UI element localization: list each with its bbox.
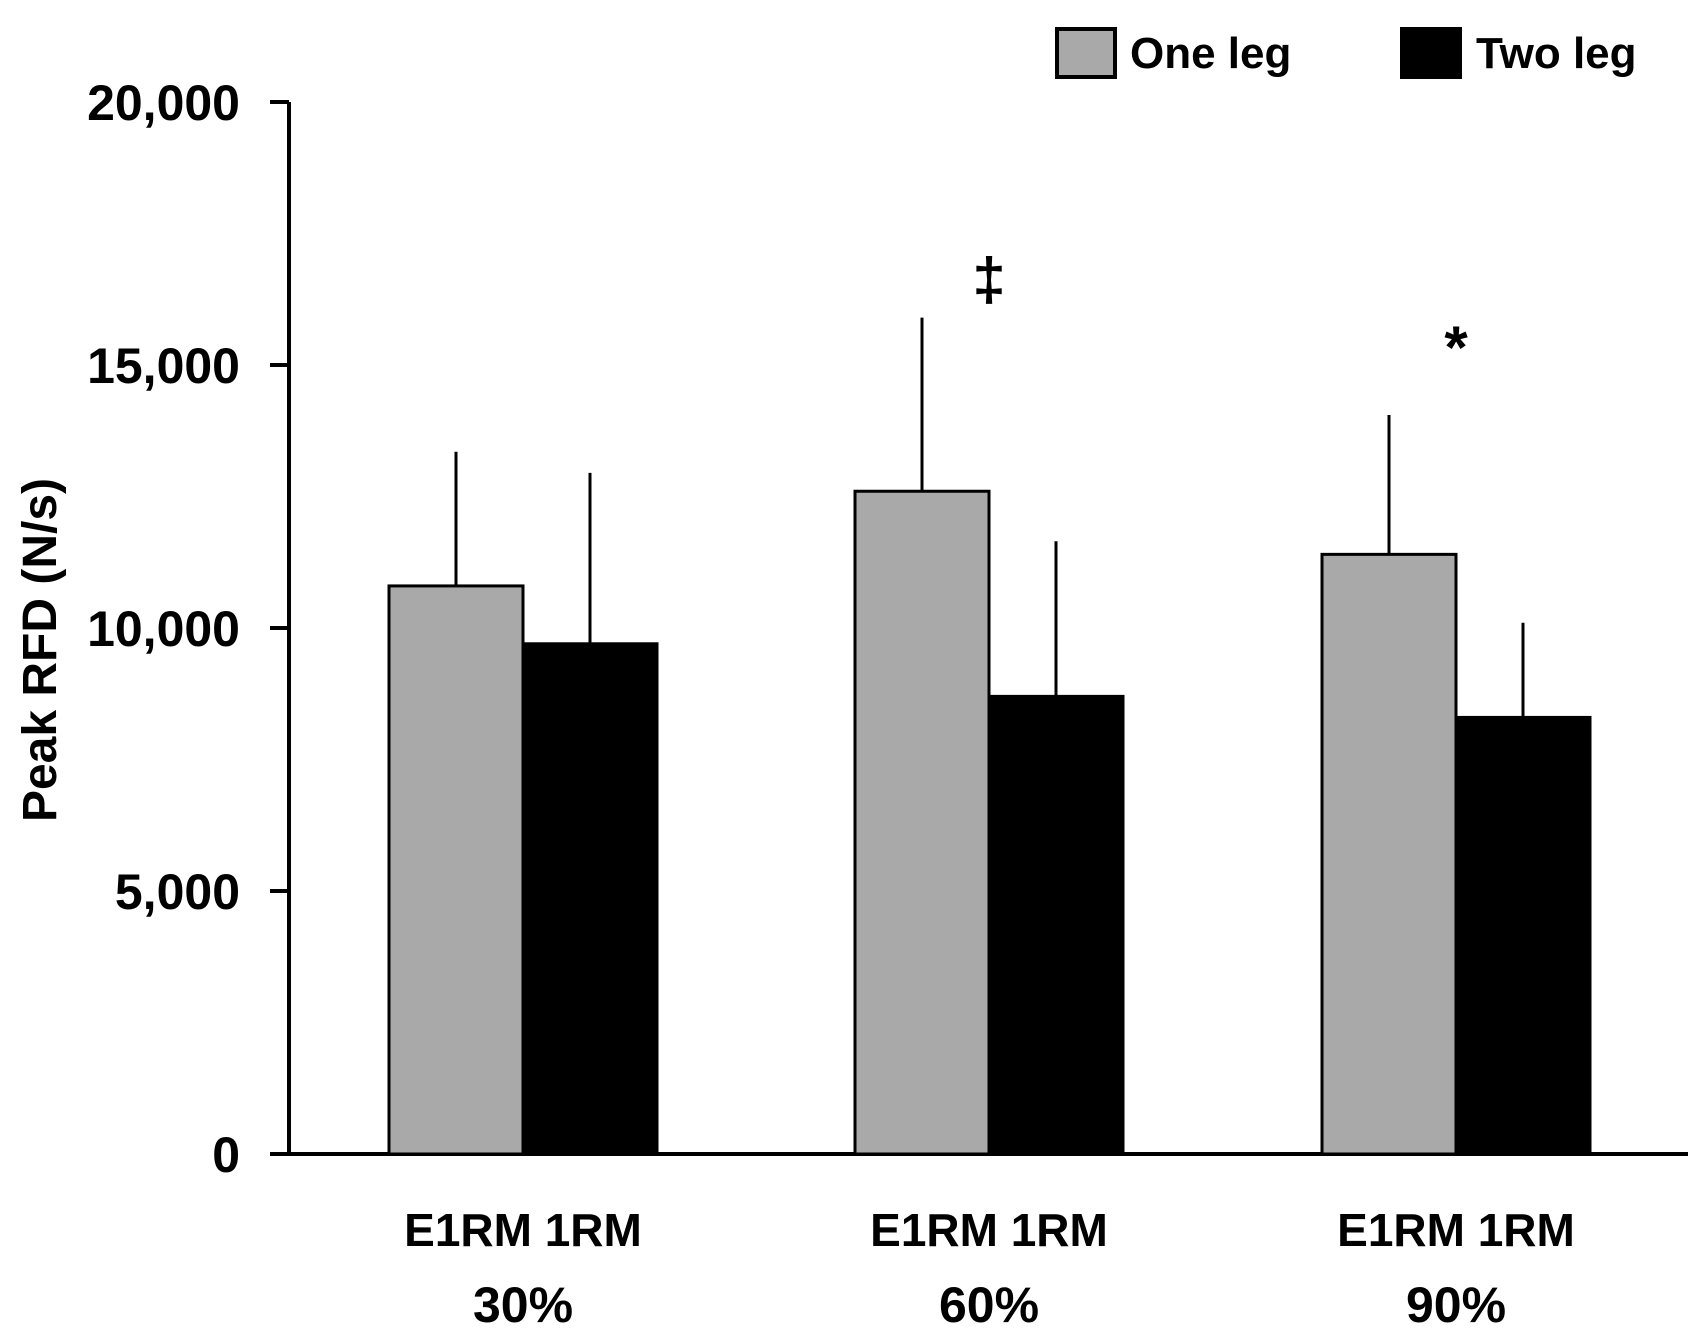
y-tick: 0	[212, 1127, 289, 1183]
bars	[387, 489, 1592, 1156]
significance-marker: *	[1444, 314, 1468, 381]
y-tick-label: 0	[212, 1127, 240, 1183]
bar-two-leg-30pct	[521, 642, 659, 1156]
y-tick-label: 10,000	[87, 601, 240, 657]
significance-marker: ‡	[972, 246, 1005, 313]
x-category-labels: E1RM 1RM 30% E1RM 1RM 60% E1RM 1RM 90%	[404, 1204, 1575, 1333]
x-category-label: 60%	[939, 1277, 1039, 1333]
legend-label-one-leg: One leg	[1130, 29, 1291, 78]
x-subcategory-label: E1RM 1RM	[870, 1204, 1108, 1256]
bar-two-leg-90pct	[1454, 715, 1592, 1156]
y-tick: 15,000	[87, 338, 289, 394]
y-axis-title: Peak RFD (N/s)	[14, 478, 67, 822]
bar-one-leg-60pct	[853, 489, 991, 1156]
y-ticks: 0 5,000 10,000 15,000 20,000	[87, 75, 289, 1183]
x-subcategory-label: E1RM 1RM	[1337, 1204, 1575, 1256]
y-tick-label: 5,000	[115, 864, 240, 920]
y-tick: 10,000	[87, 601, 289, 657]
legend-label-two-leg: Two leg	[1476, 29, 1637, 78]
y-tick-label: 20,000	[87, 75, 240, 131]
y-tick: 20,000	[87, 75, 289, 131]
legend-swatch-two-leg	[1400, 27, 1462, 79]
bar-one-leg-90pct	[1320, 552, 1458, 1156]
y-tick: 5,000	[115, 864, 289, 920]
x-category-label: 90%	[1406, 1277, 1506, 1333]
error-bars	[454, 317, 1525, 718]
x-category-label: 30%	[473, 1277, 573, 1333]
bar-one-leg-30pct	[387, 584, 525, 1156]
x-subcategory-label: E1RM 1RM	[404, 1204, 642, 1256]
legend-swatch-one-leg	[1055, 27, 1117, 79]
legend: One leg Two leg	[1055, 27, 1637, 79]
bar-two-leg-60pct	[987, 694, 1125, 1156]
annotations: ‡*	[972, 246, 1468, 381]
y-tick-label: 15,000	[87, 338, 240, 394]
